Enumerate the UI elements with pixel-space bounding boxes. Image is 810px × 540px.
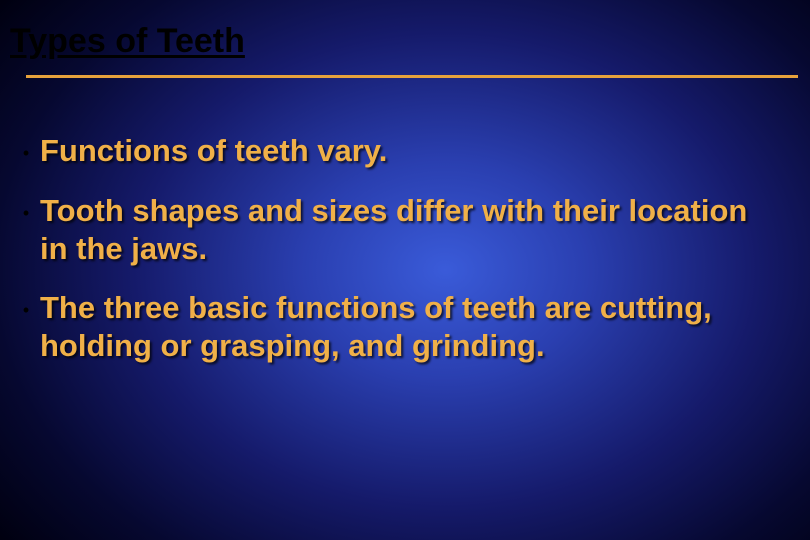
bullet-icon: •	[12, 132, 40, 162]
bullet-text: Tooth shapes and sizes differ with their…	[40, 192, 782, 268]
title-block: Types of Teeth	[10, 22, 800, 78]
bullet-icon: •	[12, 192, 40, 222]
title-underline-rule	[26, 75, 798, 78]
list-item: • Tooth shapes and sizes differ with the…	[12, 192, 782, 268]
bullet-text: The three basic functions of teeth are c…	[40, 289, 782, 365]
slide-title: Types of Teeth	[10, 22, 800, 61]
slide: Types of Teeth • Functions of teeth vary…	[0, 0, 810, 540]
bullet-list: • Functions of teeth vary. • Tooth shape…	[12, 132, 782, 387]
list-item: • Functions of teeth vary.	[12, 132, 782, 170]
bullet-icon: •	[12, 289, 40, 319]
list-item: • The three basic functions of teeth are…	[12, 289, 782, 365]
bullet-text: Functions of teeth vary.	[40, 132, 782, 170]
